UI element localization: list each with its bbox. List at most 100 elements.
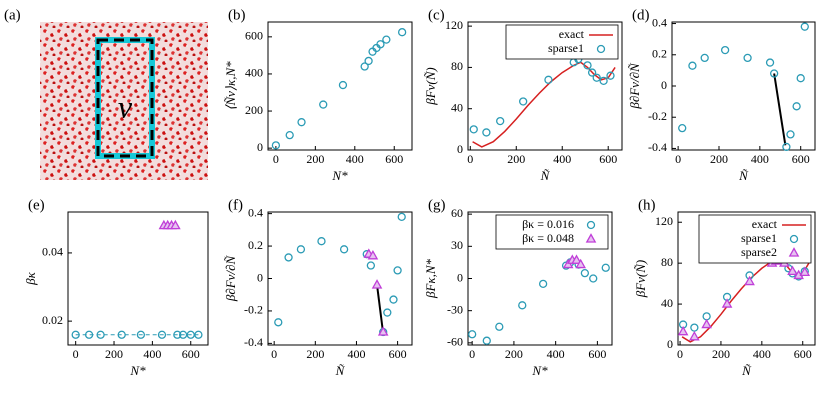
y-axis-label: ⟨Ñv⟩κ,N* (223, 61, 238, 111)
x-tick-label: 200 (105, 347, 123, 361)
circle-point (296, 245, 306, 254)
panel: (d) 0 200 400 600 -0.4 -0.2 0 0.2 0.4 Ñβ∂Fv/∂Ñ (627, 7, 816, 183)
panel: (b) 0 200 400 600 0 200 400 600 N* ⟨Ñv⟩κ,N* (223, 7, 413, 183)
circle-point (284, 253, 293, 262)
circle-point (580, 268, 590, 278)
panel-label: (f) (228, 197, 243, 213)
circle-point (495, 322, 504, 331)
y-axis-label: β∂Fv/∂Ñ (627, 62, 642, 110)
legend-box (505, 24, 619, 60)
y-tick-label: -0.4 (648, 140, 667, 154)
y-tick-label: 0 (257, 270, 263, 284)
x-axis-label: N* (129, 363, 146, 378)
x-tick-label: 200 (306, 152, 324, 166)
circle-point (690, 323, 699, 332)
x-tick-label: 200 (505, 347, 523, 361)
y-tick-label: 200 (245, 103, 263, 117)
x-tick-label: 0 (273, 152, 279, 166)
y-tick-label: -60 (447, 335, 463, 349)
y-tick-label: 0 (257, 140, 263, 154)
circle-point (800, 22, 809, 31)
legend-swatch (789, 234, 799, 244)
x-tick-label: 400 (347, 347, 365, 361)
y-tick-label: 0 (661, 78, 667, 92)
x-tick-label: 200 (306, 347, 324, 361)
legend-swatch (596, 44, 606, 54)
y-tick-label: 0 (457, 142, 463, 156)
volume-symbol: v (118, 88, 133, 124)
circle-point (606, 71, 615, 80)
x-axis-label: Ñ (540, 168, 551, 183)
triangle-point (744, 275, 755, 286)
circle-point (769, 69, 779, 78)
y-axis-label: βFv(Ñ) (633, 260, 648, 299)
circle-point (389, 295, 398, 304)
panel: (f) 0 200 400 600 -0.4 -0.2 0 0.2 0.4 Ñβ∂Fv/∂Ñ (223, 197, 413, 378)
triangle-point (371, 279, 383, 289)
circle-point (700, 53, 709, 63)
circle-point (285, 131, 294, 140)
legend-label: exact (559, 27, 585, 41)
x-axis-label: Ñ (738, 168, 749, 183)
y-axis-label: βκ (23, 271, 38, 285)
legend-swatch (585, 233, 597, 243)
circle-point (84, 330, 94, 339)
circle-point (601, 263, 610, 272)
circle-point (319, 100, 328, 109)
circle-point (186, 330, 195, 339)
x-tick-label: 200 (507, 152, 525, 166)
circle-point (117, 330, 126, 339)
y-tick-label: 120 (445, 18, 463, 32)
plot-frame (467, 21, 623, 151)
panel-label: (h) (638, 197, 656, 213)
x-tick-label: 600 (792, 152, 810, 166)
x-axis-label: N* (331, 168, 348, 183)
legend-box (495, 214, 609, 250)
y-tick-label: 0 (667, 337, 673, 351)
legend-swatch (788, 247, 800, 257)
panel-label: (c) (428, 7, 445, 23)
y-tick-label: 30 (451, 238, 463, 252)
curve (472, 61, 616, 148)
circle-point (271, 141, 281, 150)
circle-point (720, 45, 730, 55)
x-tick-label: 600 (182, 347, 200, 361)
legend-label: sparse1 (548, 41, 584, 55)
plot-frame (267, 211, 413, 346)
legend-swatch (586, 220, 596, 230)
circle-point (397, 28, 407, 37)
fit-line (773, 73, 787, 146)
triangle-point (799, 266, 811, 277)
y-tick-label: -0.4 (244, 335, 263, 349)
legend-label: sparse1 (741, 231, 777, 245)
circle-point (678, 123, 687, 133)
x-axis-label: N* (531, 363, 548, 378)
circle-point (482, 336, 491, 345)
x-tick-label: 0 (467, 152, 473, 166)
panel-label: (d) (632, 7, 650, 23)
circle-point (157, 330, 167, 339)
x-tick-label: 600 (794, 347, 812, 361)
x-tick-label: 400 (143, 347, 161, 361)
triangle-point (377, 326, 389, 336)
circle-point (366, 261, 376, 270)
circle-point (173, 330, 182, 339)
x-axis-label: Ñ (335, 363, 346, 378)
y-tick-label: -30 (447, 302, 463, 316)
circle-point (393, 266, 402, 275)
circle-point (194, 330, 203, 339)
panel-label: (g) (428, 197, 446, 213)
panel-label: (a) (4, 7, 21, 23)
x-axis-label: Ñ (741, 363, 752, 378)
circle-point (583, 61, 592, 70)
triangle-point (787, 265, 798, 275)
circle-point (765, 58, 775, 67)
circle-point (274, 318, 283, 327)
y-tick-label: -0.2 (648, 109, 667, 123)
y-tick-label: 40 (451, 100, 463, 114)
y-tick-label: 80 (451, 59, 463, 73)
y-tick-label: 0.04 (42, 245, 63, 259)
circle-point (587, 68, 597, 77)
plot-frame (677, 211, 816, 346)
